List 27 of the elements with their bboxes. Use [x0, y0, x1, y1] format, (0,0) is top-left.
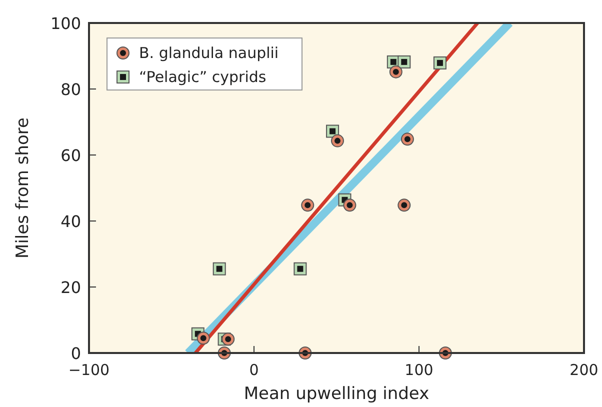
point: [433, 56, 446, 70]
point: [389, 65, 402, 78]
y-tick-label: 60: [60, 146, 81, 165]
x-tick-label: 200: [570, 361, 598, 379]
y-tick-label: 100: [50, 14, 81, 33]
point: [398, 198, 411, 212]
point: [196, 332, 210, 345]
point: [326, 124, 340, 138]
x-tick-label: −100: [68, 361, 110, 379]
y-tick-label: 20: [60, 278, 81, 297]
x-tick-label: 100: [404, 361, 434, 379]
point: [400, 132, 414, 146]
point: [343, 198, 356, 212]
point: [330, 134, 344, 148]
x-axis-title: Mean upwelling index: [244, 384, 430, 404]
legend-label: “Pelagic” cyprids: [139, 68, 266, 86]
point: [301, 198, 314, 212]
x-tick-label: 0: [249, 361, 259, 379]
point: [212, 262, 226, 276]
y-tick-label: 80: [60, 80, 81, 99]
y-tick-label: 40: [60, 212, 81, 231]
y-tick-label: 0: [70, 344, 81, 363]
legend-label: B. glandula nauplii: [139, 44, 279, 62]
point: [222, 332, 235, 346]
point: [398, 55, 411, 68]
point: [294, 262, 307, 276]
y-axis-title: Miles from shore: [13, 118, 33, 258]
